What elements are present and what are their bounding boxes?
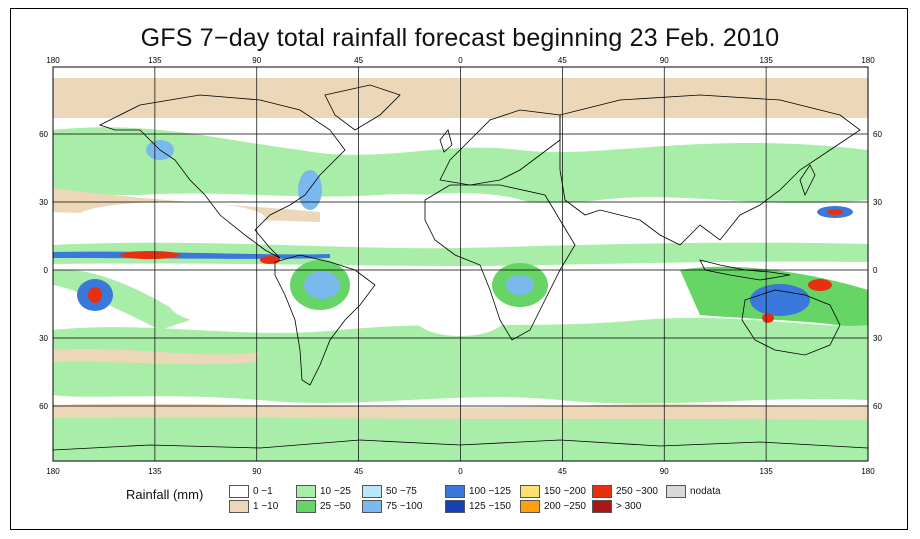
map-border [52,66,869,462]
figure-frame [10,8,908,530]
longitude-label-bottom: 0 [458,467,463,476]
longitude-label-top: 180 [46,56,60,65]
longitude-label-bottom: 90 [252,467,261,476]
longitude-label-bottom: 135 [759,467,773,476]
japan-coast [799,164,816,197]
longitude-label-top: 90 [660,56,669,65]
indonesia-coast [699,259,791,281]
latitude-label-right: 0 [873,266,878,275]
latitude-label-right: 60 [873,130,882,139]
map-title: GFS 7−day total rainfall forecast beginn… [140,24,780,52]
longitude-label-bottom: 180 [861,467,875,476]
longitude-label-top: 45 [558,56,567,65]
north-america-coast [98,94,346,259]
asia-coast [559,94,861,246]
latitude-label-right: 30 [873,334,882,343]
latitude-label-left: 30 [39,334,48,343]
longitude-label-top: 45 [354,56,363,65]
latitude-label-left: 30 [39,198,48,207]
latitude-label-left: 60 [39,130,48,139]
latitude-label-left: 0 [44,266,49,275]
latitude-label-right: 60 [873,402,882,411]
longitude-label-bottom: 90 [660,467,669,476]
longitude-label-top: 180 [861,56,875,65]
uk-coast [439,129,453,153]
longitude-label-bottom: 135 [148,467,162,476]
longitude-label-top: 135 [148,56,162,65]
graticule [53,67,868,461]
longitude-label-top: 135 [759,56,773,65]
coastlines [53,84,868,451]
longitude-label-bottom: 180 [46,467,60,476]
longitude-label-top: 90 [252,56,261,65]
africa-coast [424,184,576,341]
longitude-label-bottom: 45 [354,467,363,476]
antarctica-coast [53,439,868,451]
axis-tick-labels: 180 180 135 135 90 90 45 45 0 0 45 45 90 90 135 135 180 1… [39,56,882,476]
latitude-label-right: 30 [873,198,882,207]
longitude-label-top: 0 [458,56,463,65]
australia-coast [741,289,841,356]
longitude-label-bottom: 45 [558,467,567,476]
greenland-coast [324,84,401,131]
south-america-coast [274,254,376,386]
latitude-label-left: 60 [39,402,48,411]
